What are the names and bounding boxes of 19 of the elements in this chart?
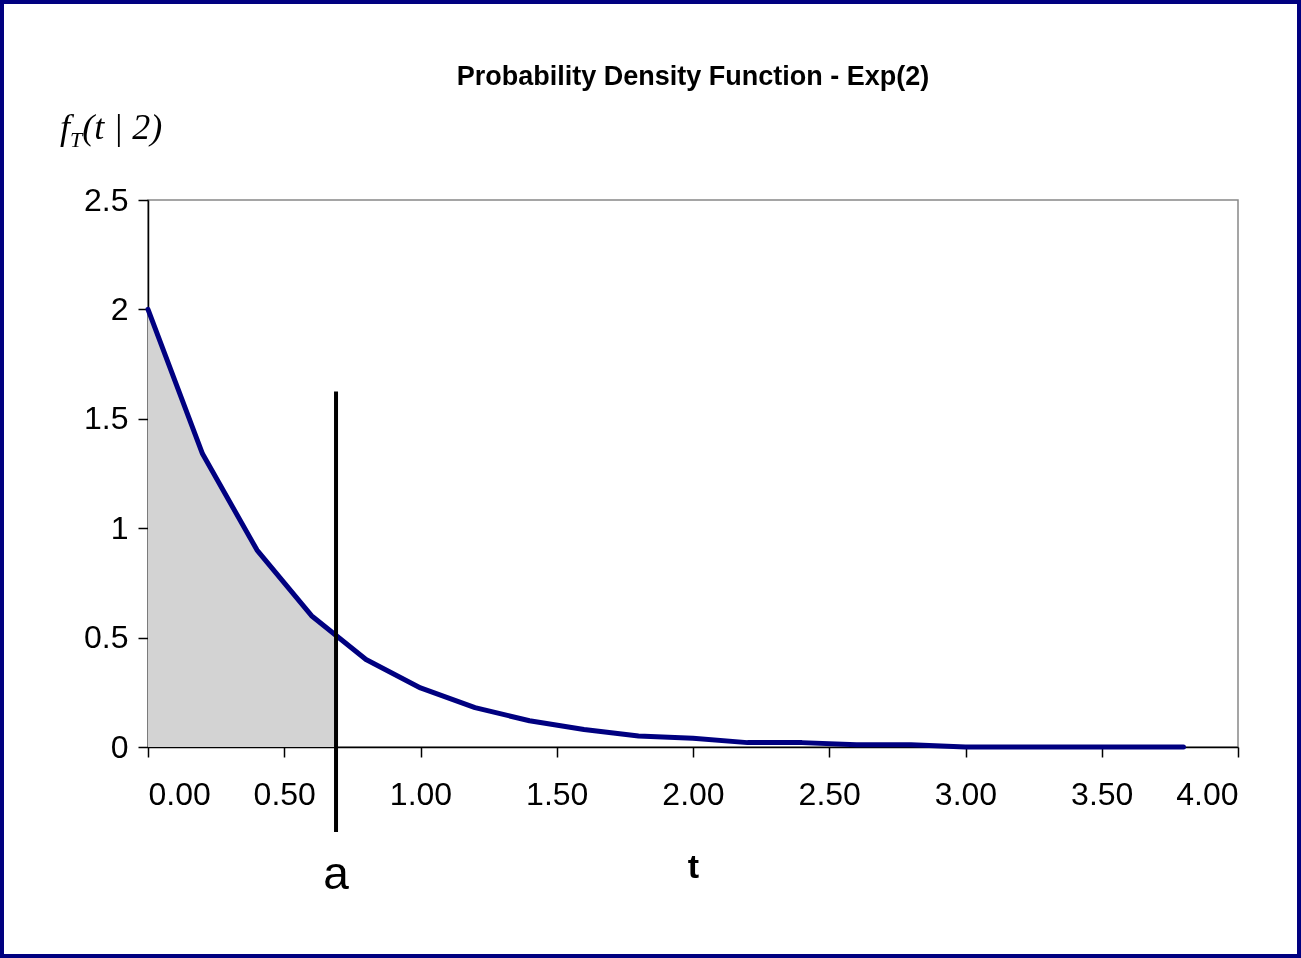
ref-line-label: a [323,847,350,899]
x-tick-label: 2.50 [798,775,861,812]
y-axis-title: f$_{T}$(t | 2) [60,106,163,154]
x-axis-title: t [687,846,700,885]
y-tick-label: 2.5 [84,181,129,218]
x-tick-label: 3.50 [1071,775,1134,812]
x-tick-label: 1.50 [526,775,589,812]
y-tick-label: 1 [110,509,129,546]
x-tick-label: 2.00 [662,775,725,812]
chart-title: Probability Density Function - Exp(2) [456,61,930,91]
x-tick-label: 4.00 [1176,775,1239,812]
y-tick-label: 1.5 [84,400,129,437]
y-tick-label: 0 [110,728,129,765]
y-tick-label: 0.5 [84,619,129,656]
x-tick-label: 3.00 [934,775,998,812]
x-tick-label: 0.50 [253,775,316,812]
x-tick-label: 0.00 [148,775,211,812]
x-tick-label: 1.00 [389,775,453,812]
y-tick-label: 2 [110,290,129,327]
